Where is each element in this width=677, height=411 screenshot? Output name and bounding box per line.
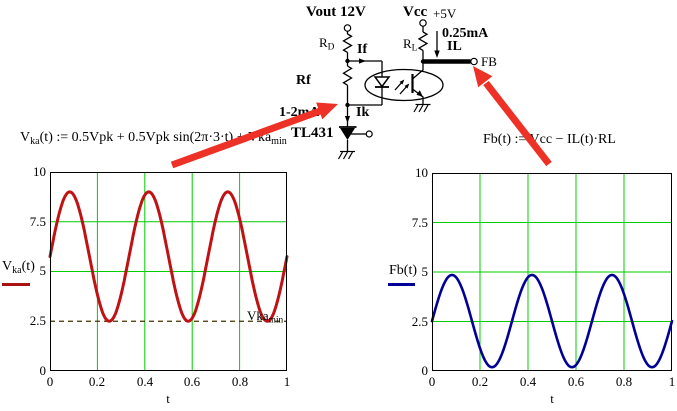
right-ytick: 2.5	[411, 314, 428, 329]
vka-axis-label: Vka(t)	[2, 259, 35, 276]
vka-min-annotation: Vkamin	[247, 308, 284, 326]
vcc-label: Vcc	[403, 4, 428, 20]
rl-resistor	[417, 31, 429, 51]
circuit-wires	[337, 26, 444, 160]
vcc-supply-label: +5V	[433, 6, 457, 21]
left-xtick: 0.6	[183, 374, 201, 389]
rd-label: RD	[319, 35, 335, 53]
tl431-ref-terminal	[365, 130, 373, 138]
right-xtick: 0.2	[471, 374, 489, 389]
emitter-arrowhead	[416, 90, 423, 97]
left-xaxis-label: t	[166, 391, 170, 406]
vout-label: Vout 12V	[306, 4, 366, 20]
if-current-arrowhead	[359, 58, 366, 64]
left-ytick: 7.5	[29, 214, 46, 229]
il-current-arrowhead	[434, 50, 440, 58]
fb-trace-legend	[388, 283, 415, 286]
il-label: IL	[447, 39, 462, 54]
left-xtick: 0.8	[231, 374, 249, 389]
node-dot	[345, 58, 350, 64]
tl431-symbol	[339, 126, 357, 140]
node-dot	[345, 102, 350, 108]
left-xtick: 1	[283, 374, 291, 389]
right-xaxis-label: t	[550, 391, 554, 406]
ground-symbol	[337, 150, 355, 160]
left-ytick: 10	[33, 164, 46, 179]
fb-label: FB	[481, 54, 497, 69]
right-ytick: 5	[421, 264, 429, 279]
vka-formula: Vka(t) := 0.5Vpk + 0.5Vpk sin(2π·3·t) + …	[20, 130, 287, 147]
arrow-to-tl431-node	[170, 102, 338, 169]
fb-terminal	[470, 57, 478, 66]
right-xtick: 0	[428, 374, 436, 389]
ik-current-arrowhead	[344, 116, 351, 123]
right-ytick: 10	[415, 165, 428, 180]
vka-plot	[48, 172, 289, 371]
left-ytick: 5	[39, 263, 47, 278]
vka-trace-legend	[2, 283, 30, 286]
right-xtick: 0.6	[567, 374, 585, 389]
left-xtick: 0.4	[136, 374, 154, 389]
fb-formula: Fb(t) := Vcc − IL(t)·RL	[483, 132, 616, 147]
rl-label: RL	[403, 36, 418, 54]
fb-axis-label: Fb(t)	[389, 263, 417, 278]
right-ytick: 0	[421, 363, 429, 378]
arrow-to-fb-node	[473, 66, 552, 167]
rd-resistor	[342, 33, 353, 53]
circuit-terminals	[343, 19, 478, 138]
left-ytick: 0	[39, 363, 47, 378]
vcc-terminal	[419, 19, 427, 27]
vout-terminal	[343, 24, 352, 32]
rf-label: Rf	[296, 73, 311, 88]
fb-plot	[430, 173, 674, 371]
left-ytick: 2.5	[29, 313, 46, 328]
optocoupler-body	[364, 68, 444, 102]
right-xtick: 0.4	[519, 374, 537, 389]
ground-symbol	[413, 103, 431, 113]
tl431-label: TL431	[291, 125, 334, 141]
il-value-label: 0.25mA	[442, 26, 489, 41]
led-symbol	[373, 76, 391, 88]
right-xtick: 1	[668, 374, 676, 389]
right-ytick: 7.5	[411, 215, 428, 230]
circuit-arrowheads	[339, 50, 440, 140]
node-dot	[420, 59, 426, 64]
rf-resistor	[342, 65, 353, 86]
left-xtick: 0.2	[88, 374, 106, 389]
if-label: If	[357, 42, 368, 57]
left-xtick: 0	[46, 374, 54, 389]
ik-label: Ik	[356, 105, 370, 120]
right-xtick: 0.8	[615, 374, 633, 389]
